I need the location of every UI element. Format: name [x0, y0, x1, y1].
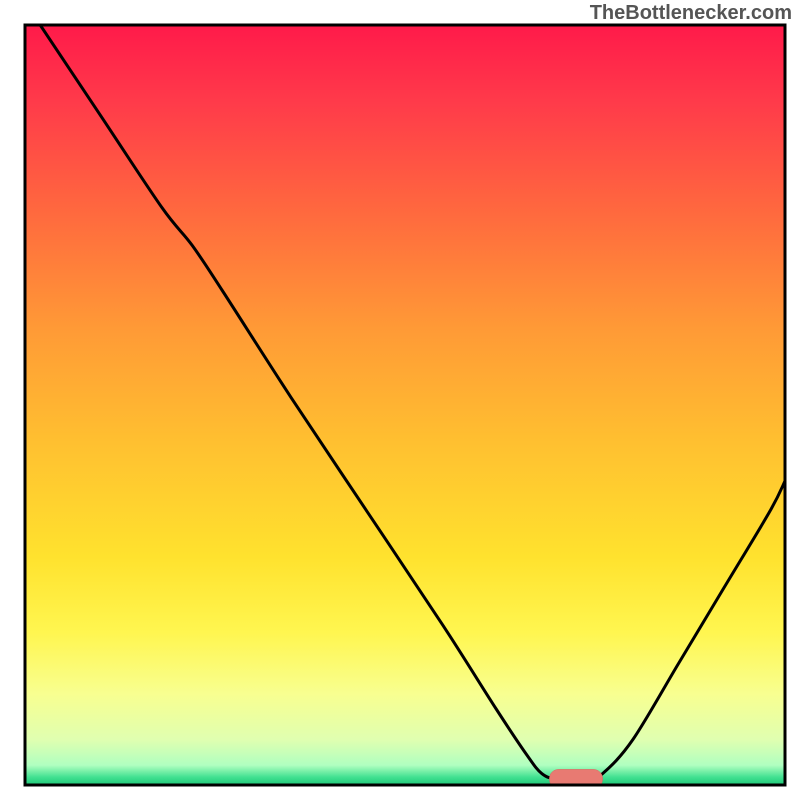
plot-background — [25, 25, 785, 785]
watermark-text: TheBottlenecker.com — [590, 2, 792, 25]
chart-container: TheBottlenecker.com — [0, 0, 800, 800]
bottleneck-chart — [0, 0, 800, 800]
